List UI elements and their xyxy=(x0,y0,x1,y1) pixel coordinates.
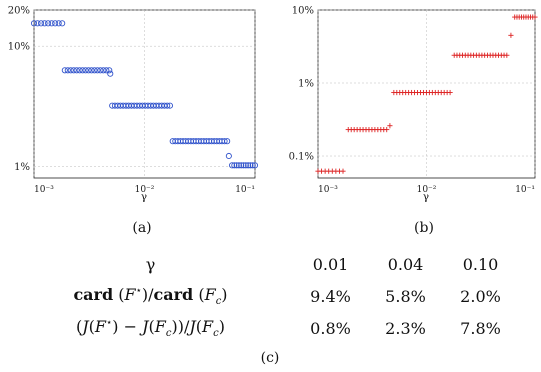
chart-b-xlabel: γ xyxy=(423,192,429,203)
chart-b-y-tick-label: 1% xyxy=(298,79,314,90)
data-point xyxy=(508,32,514,38)
data-point xyxy=(251,162,259,169)
data-point xyxy=(238,162,245,169)
data-point xyxy=(233,162,240,169)
chart-b: 0.1% 1% 10% 10⁻³ 10⁻² 10⁻¹ γ xyxy=(289,6,538,203)
gamma-value: 0.10 xyxy=(462,254,499,274)
chart-a: 1% 10% 20% 10⁻³ 10⁻² 10⁻¹ γ xyxy=(8,6,259,203)
data-point xyxy=(225,152,232,160)
data-point xyxy=(387,123,393,129)
chart-a-y-tick-label: 10% xyxy=(8,42,30,53)
data-point xyxy=(340,168,346,174)
table-row-gamma: γ 0.01 0.04 0.10 xyxy=(8,248,518,280)
card-ratio-value: 9.4% xyxy=(310,286,351,306)
data-point xyxy=(67,67,74,74)
data-point xyxy=(88,67,95,74)
data-point xyxy=(235,162,242,169)
chart-a-x-tick-label: 10⁻² xyxy=(135,185,155,195)
chart-b-y-tick-label: 0.1% xyxy=(289,152,314,163)
data-point xyxy=(30,20,38,27)
chart-b-x-tick-label: 10⁻¹ xyxy=(515,185,535,195)
data-point xyxy=(82,67,89,74)
data-point xyxy=(91,67,98,74)
card-ratio-value: 2.0% xyxy=(460,286,501,306)
data-point xyxy=(447,89,453,96)
results-table: γ 0.01 0.04 0.10 card (F⋆)/card (Fc) 9.4… xyxy=(8,248,518,344)
data-point xyxy=(41,20,48,27)
data-point xyxy=(106,67,113,74)
chart-b-y-tick-label: 10% xyxy=(292,6,314,17)
data-point xyxy=(103,67,110,74)
chart-a-y-tick-label: 20% xyxy=(8,6,30,17)
data-point xyxy=(76,67,83,74)
panel-a-caption: (a) xyxy=(132,220,152,236)
data-point xyxy=(85,67,92,74)
data-point xyxy=(166,102,174,109)
data-point xyxy=(73,67,80,74)
chart-a-xlabel: γ xyxy=(141,192,147,203)
data-point xyxy=(107,70,114,77)
chart-b-x-tick-label: 10⁻³ xyxy=(318,185,338,195)
objective-gap-value: 2.3% xyxy=(385,318,426,338)
gamma-value: 0.01 xyxy=(312,254,349,274)
data-point xyxy=(34,20,41,27)
table-row-objective-gap: (J(F⋆) − J(Fc))/J(Fc) 0.8% 2.3% 7.8% xyxy=(8,312,518,344)
data-point xyxy=(52,20,59,27)
data-point xyxy=(221,138,228,145)
chart-a-y-tick-label: 1% xyxy=(14,162,30,173)
data-point xyxy=(64,67,71,74)
data-point xyxy=(249,162,256,169)
data-point xyxy=(240,162,247,169)
chart-a-x-tick-label: 10⁻³ xyxy=(34,185,54,195)
data-point xyxy=(504,52,510,58)
data-point xyxy=(247,162,254,169)
data-point xyxy=(245,162,252,169)
data-point xyxy=(97,67,104,74)
data-point xyxy=(61,67,68,74)
card-ratio-value: 5.8% xyxy=(385,286,426,306)
gamma-value: 0.04 xyxy=(387,254,424,274)
data-point xyxy=(94,67,101,74)
data-point xyxy=(48,20,55,27)
data-point xyxy=(231,162,238,169)
data-point xyxy=(38,20,45,27)
data-point xyxy=(55,20,62,27)
data-point xyxy=(532,14,538,20)
table-row-card-ratio: card (F⋆)/card (Fc) 9.4% 5.8% 2.0% xyxy=(8,280,518,312)
data-point xyxy=(164,102,171,109)
data-point xyxy=(70,67,77,74)
data-point xyxy=(384,127,390,133)
chart-a-x-tick-label: 10⁻¹ xyxy=(235,185,255,195)
chart-b-x-tick-label: 10⁻² xyxy=(417,185,437,195)
data-point xyxy=(224,138,231,145)
objective-gap-label: (J(F⋆) − J(Fc))/J(Fc) xyxy=(75,316,226,340)
gamma-header: γ xyxy=(145,254,156,274)
data-point xyxy=(242,162,249,169)
panel-c-caption: (c) xyxy=(260,350,280,366)
data-point xyxy=(229,162,236,169)
data-point xyxy=(45,20,52,27)
objective-gap-value: 7.8% xyxy=(460,318,501,338)
data-point xyxy=(100,67,107,74)
panel-b-caption: (b) xyxy=(414,220,434,236)
card-ratio-label: card (F⋆)/card (Fc) xyxy=(73,284,228,308)
data-point xyxy=(79,67,86,74)
data-point xyxy=(59,20,66,27)
objective-gap-value: 0.8% xyxy=(310,318,351,338)
